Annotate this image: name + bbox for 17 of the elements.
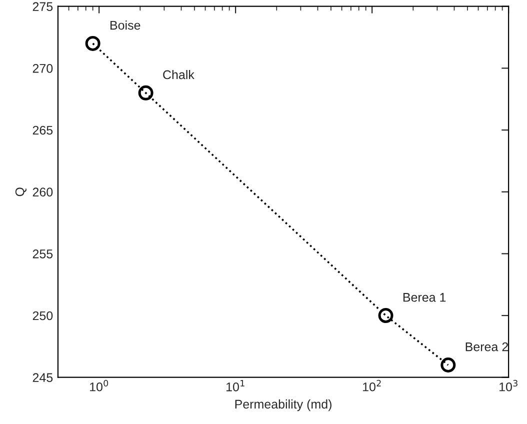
y-tick-label: 250 [32, 311, 53, 320]
annotation: Chalk [163, 70, 194, 80]
x-tick-label: 10$^{1}$ [226, 380, 244, 392]
x-tick-label: 10$^{0}$ [90, 380, 108, 392]
y-tick-label: 265 [32, 126, 53, 135]
y-tick-label: 260 [32, 188, 53, 197]
y-tick-label: 270 [32, 64, 53, 73]
y-axis-title: Q [15, 188, 26, 196]
y-tick-label: 245 [32, 373, 53, 382]
annotation: Boise [110, 20, 140, 30]
x-tick-label: 10$^{2}$ [363, 380, 381, 392]
x-tick-label: 10$^{3}$ [500, 380, 518, 392]
annotation: Berea 1 [403, 293, 446, 302]
x-axis-title: Permeability (md) [235, 399, 332, 412]
y-tick-label: 275 [32, 2, 53, 12]
y-tick-label: 255 [32, 249, 53, 258]
annotation: Berea 2 [466, 342, 508, 352]
